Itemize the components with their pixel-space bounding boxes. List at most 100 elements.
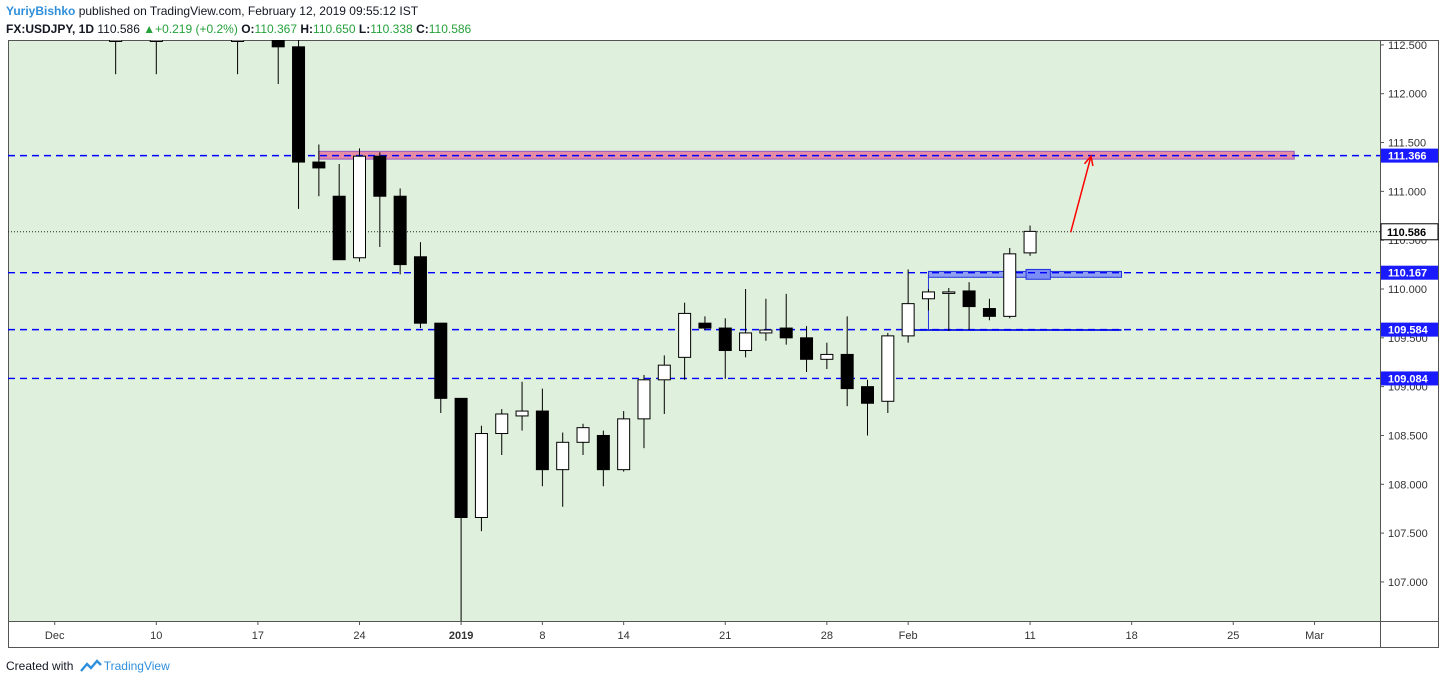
x-tick-label-9: Feb bbox=[899, 630, 918, 642]
y-tick-label-10: 107.500 bbox=[1388, 528, 1428, 540]
high-label: H: bbox=[300, 22, 314, 36]
x-tick-label-3: 24 bbox=[353, 630, 365, 642]
x-tick-label-11: 18 bbox=[1126, 630, 1138, 642]
candle-body-31 bbox=[840, 353, 854, 390]
candle-body-4 bbox=[292, 46, 306, 163]
candle-body-9 bbox=[393, 195, 407, 266]
candle-body-30 bbox=[820, 353, 834, 360]
open-label: O: bbox=[241, 22, 255, 36]
level-label-box-3 bbox=[1381, 371, 1438, 386]
candle-body-23 bbox=[678, 312, 692, 358]
candle-body-12 bbox=[454, 397, 468, 518]
publish-info: YuriyBishko published on TradingView.com… bbox=[6, 4, 418, 18]
y-tick-label-2: 111.500 bbox=[1388, 138, 1426, 150]
candle-body-13 bbox=[474, 433, 488, 518]
y-tick-label-3: 111.000 bbox=[1388, 186, 1426, 198]
candle-body-40 bbox=[1023, 230, 1037, 254]
last-price-label: 110.586 bbox=[1387, 227, 1426, 239]
target-arrow bbox=[1069, 156, 1092, 233]
published-text: published on TradingView.com, February 1… bbox=[75, 4, 419, 18]
candle-body-1 bbox=[149, 40, 163, 42]
plot-background bbox=[8, 40, 1380, 621]
candle-body-21 bbox=[637, 379, 651, 420]
change-value: +0.219 (+0.2%) bbox=[155, 22, 238, 36]
y-tick-label-1: 112.000 bbox=[1388, 89, 1427, 101]
close-value: 110.586 bbox=[428, 22, 472, 36]
x-tick-label-0: Dec bbox=[45, 630, 65, 642]
y-tick-label-0: 112.500 bbox=[1388, 40, 1427, 52]
x-tick-label-13: Mar bbox=[1305, 630, 1324, 642]
last-price-label-box bbox=[1380, 223, 1439, 241]
close-label: C: bbox=[416, 22, 429, 36]
candle-body-18 bbox=[576, 427, 590, 443]
level-label-box-1 bbox=[1381, 265, 1438, 280]
x-tick-label-1: 10 bbox=[150, 630, 162, 642]
candle-body-38 bbox=[982, 308, 996, 317]
candle-body-34 bbox=[901, 303, 915, 337]
candle-body-3 bbox=[271, 40, 285, 48]
candle-body-24 bbox=[698, 322, 712, 329]
candle-body-37 bbox=[962, 290, 976, 308]
created-with-text: Created with bbox=[6, 659, 74, 673]
footer: Created with TradingView bbox=[6, 659, 170, 673]
candle-body-36 bbox=[942, 291, 956, 294]
symbol-label: FX:USDJPY, 1D bbox=[6, 22, 95, 36]
tradingview-logo-icon bbox=[79, 659, 102, 672]
candle-body-20 bbox=[617, 418, 631, 471]
support-zone-box bbox=[1025, 268, 1051, 280]
x-tick-label-10: 11 bbox=[1024, 630, 1035, 642]
up-triangle-icon: ▲ bbox=[143, 22, 156, 36]
x-tick-label-2: 17 bbox=[252, 630, 264, 642]
candle-body-0 bbox=[109, 40, 123, 42]
candle-body-7 bbox=[353, 155, 366, 259]
candle-body-39 bbox=[1003, 253, 1017, 317]
last-price: 110.586 bbox=[97, 22, 140, 36]
candle-body-27 bbox=[759, 329, 773, 334]
level-label-0: 111.366 bbox=[1388, 151, 1427, 163]
candle-body-8 bbox=[373, 155, 387, 197]
candle-body-17 bbox=[556, 441, 570, 471]
level-label-box-0 bbox=[1381, 148, 1438, 163]
candle-body-15 bbox=[515, 410, 529, 417]
x-tick-label-7: 21 bbox=[719, 630, 731, 642]
candle-body-22 bbox=[657, 364, 671, 381]
candle-body-2 bbox=[231, 40, 245, 42]
candle-body-35 bbox=[921, 291, 935, 300]
candle-body-10 bbox=[413, 256, 427, 324]
plot-area bbox=[8, 40, 1380, 621]
candle-body-33 bbox=[881, 335, 895, 402]
high-value: 110.650 bbox=[313, 22, 356, 36]
x-tick-label-8: 28 bbox=[821, 630, 833, 642]
candle-body-28 bbox=[779, 327, 793, 339]
level-label-3: 109.084 bbox=[1388, 373, 1429, 385]
open-value: 110.367 bbox=[254, 22, 298, 36]
low-label: L: bbox=[358, 22, 371, 36]
candle-body-11 bbox=[434, 322, 448, 399]
x-tick-label-5: 8 bbox=[539, 630, 545, 642]
low-value: 110.338 bbox=[370, 22, 413, 36]
level-label-2: 109.584 bbox=[1388, 325, 1429, 337]
author-name[interactable]: YuriyBishko bbox=[6, 4, 76, 18]
candle-body-14 bbox=[495, 413, 509, 435]
y-tick-label-8: 108.500 bbox=[1388, 430, 1428, 442]
ohlc-bar: FX:USDJPY, 1D 110.586 ▲+0.219 (+0.2%) O:… bbox=[6, 22, 471, 36]
candle-body-26 bbox=[739, 332, 753, 352]
candle-body-32 bbox=[861, 386, 874, 404]
candle-body-19 bbox=[596, 434, 610, 471]
x-tick-label-4: 2019 bbox=[449, 630, 473, 642]
level-label-box-2 bbox=[1381, 322, 1438, 337]
target-arrow-head bbox=[1083, 154, 1094, 167]
y-tick-label-9: 108.000 bbox=[1388, 479, 1428, 491]
candle-body-25 bbox=[718, 327, 732, 352]
chart-frame bbox=[8, 40, 1439, 648]
y-tick-label-5: 110.000 bbox=[1388, 284, 1427, 296]
x-tick-label-6: 14 bbox=[618, 630, 630, 642]
candle-body-5 bbox=[312, 161, 326, 169]
candle-body-29 bbox=[800, 337, 814, 360]
candle-body-6 bbox=[332, 195, 346, 261]
level-label-1: 110.167 bbox=[1388, 268, 1427, 280]
tradingview-brand[interactable]: TradingView bbox=[103, 659, 170, 673]
candle-body-16 bbox=[535, 410, 549, 471]
x-tick-label-12: 25 bbox=[1227, 630, 1239, 642]
